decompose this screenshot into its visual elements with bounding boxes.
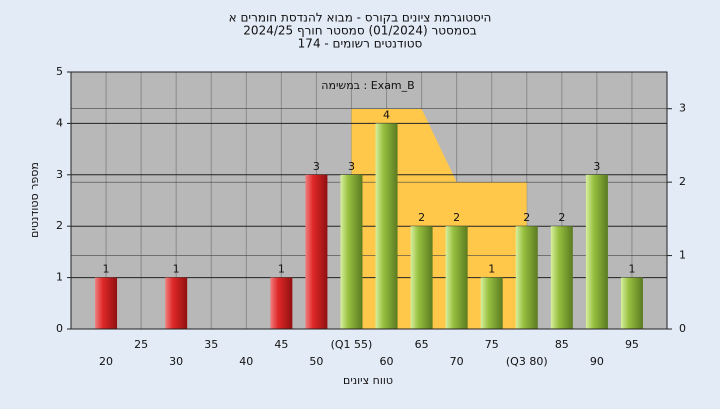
y2-tick-label: 0 (679, 322, 686, 335)
x-tick-label: 65 (415, 338, 429, 351)
title-line: בסמסטר (01/2024) סמסטר חורף 2024/25 (243, 24, 476, 38)
x-tick-label: 25 (134, 338, 148, 351)
y2-tick-label: 1 (679, 249, 686, 262)
plot-frame (70, 71, 668, 330)
x-tick-label: (Q3 80) (506, 355, 548, 368)
bar-value-label: 1 (278, 263, 285, 276)
bar-value-label: 2 (523, 211, 530, 224)
bar (515, 226, 538, 329)
y-axis-label: מספר סטודנטים (28, 162, 41, 238)
bar (550, 226, 573, 329)
bar-value-label: 2 (558, 211, 565, 224)
title-line: היסטוגרמת ציונים בקורס - מבוא להנדסת חומ… (229, 11, 492, 25)
y2-tick-label: 2 (679, 175, 686, 188)
bar (270, 277, 293, 329)
x-tick-label: 30 (169, 355, 183, 368)
bar-value-label: 3 (313, 160, 320, 173)
x-tick-label: 35 (204, 338, 218, 351)
y-tick-label: 0 (56, 322, 63, 335)
x-tick-label: 75 (485, 338, 499, 351)
y-tick-label: 5 (56, 65, 63, 78)
bar (445, 226, 468, 329)
x-tick-label: 20 (99, 355, 113, 368)
bar-value-label: 1 (488, 263, 495, 276)
bar-value-label: 4 (383, 108, 390, 121)
x-tick-label: (Q1 55) (331, 338, 373, 351)
y-tick-label: 3 (56, 168, 63, 181)
bar (340, 174, 363, 329)
x-tick-label: 60 (380, 355, 394, 368)
bar-value-label: 2 (418, 211, 425, 224)
x-tick-label: 85 (555, 338, 569, 351)
annotation: במשימה : Exam_B (321, 79, 414, 92)
y-tick-label: 4 (56, 116, 63, 129)
x-tick-label: 50 (309, 355, 323, 368)
bar-value-label: 1 (173, 263, 180, 276)
bar (165, 277, 188, 329)
bar-value-label: 3 (348, 160, 355, 173)
bar-value-label: 2 (453, 211, 460, 224)
bar (585, 174, 608, 329)
title-line: סטודנטים רשומים - 174 (298, 37, 423, 51)
bar (410, 226, 433, 329)
bar (620, 277, 643, 329)
x-tick-label: 70 (450, 355, 464, 368)
y-tick-label: 1 (56, 271, 63, 284)
bar (305, 174, 328, 329)
x-tick-label: 45 (274, 338, 288, 351)
bar-value-label: 1 (628, 263, 635, 276)
bar (480, 277, 503, 329)
bar-value-label: 1 (103, 263, 110, 276)
x-axis-label: טווח ציונים (343, 374, 393, 387)
y2-tick-label: 3 (679, 102, 686, 115)
bar-value-label: 3 (593, 160, 600, 173)
bar (95, 277, 118, 329)
x-tick-label: 95 (625, 338, 639, 351)
bar (375, 123, 398, 330)
y-tick-label: 2 (56, 219, 63, 232)
x-tick-label: 90 (590, 355, 604, 368)
x-tick-label: 40 (239, 355, 253, 368)
